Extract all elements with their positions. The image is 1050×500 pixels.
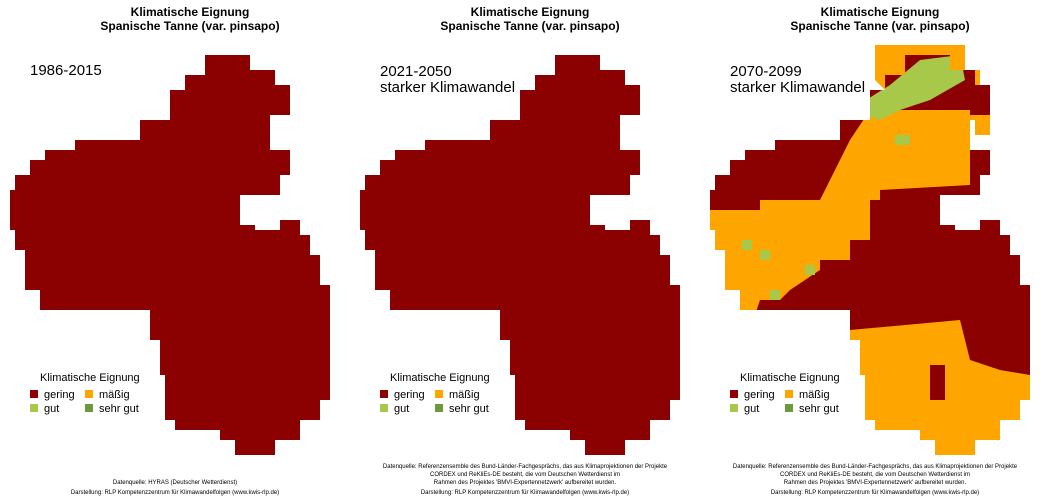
legend-swatch: [435, 404, 443, 412]
source-note: CORDEX und ReKliEs-DE besteht, die vom D…: [430, 472, 620, 478]
source-note: Datenquelle: Referenzensemble des Bund-L…: [733, 464, 1018, 470]
source-note: Datenquelle: HYRAS (Deutscher Wetterdien…: [113, 480, 237, 486]
period-label: starker Klimawandel: [730, 79, 865, 96]
source-note: Darstellung: RLP Kompetenzzentrum für Kl…: [71, 490, 279, 496]
period-label: 2070-2099: [730, 63, 802, 80]
legend-swatch: [785, 390, 793, 398]
source-note: Rahmen des Projektes 'BMVI-Expertennetzw…: [434, 480, 617, 486]
panel-title: Spanische Tanne (var. pinsapo): [100, 19, 279, 33]
panel-title: Klimatische Eignung: [131, 5, 250, 19]
legend-swatch: [30, 404, 38, 412]
legend-swatch: [730, 390, 738, 398]
legend-label: sehr gut: [449, 403, 489, 415]
legend-swatch: [435, 390, 443, 398]
source-note: Datenquelle: Referenzensemble des Bund-L…: [383, 464, 668, 470]
source-note: Rahmen des Projektes 'BMVI-Expertennetzw…: [784, 480, 967, 486]
period-label: starker Klimawandel: [380, 79, 515, 96]
legend-swatch: [85, 390, 93, 398]
legend-swatch: [30, 390, 38, 398]
period-label: 1986-2015: [30, 62, 102, 79]
legend-label: sehr gut: [99, 403, 139, 415]
legend-label: gut: [44, 403, 59, 415]
legend-title: Klimatische Eignung: [390, 372, 490, 384]
legend-swatch: [85, 404, 93, 412]
legend-label: gut: [744, 403, 759, 415]
panel-title: Spanische Tanne (var. pinsapo): [440, 19, 619, 33]
legend-label: gering: [44, 389, 75, 401]
legend-swatch: [380, 390, 388, 398]
legend-swatch: [785, 404, 793, 412]
panel-title: Spanische Tanne (var. pinsapo): [790, 19, 969, 33]
legend-label: gering: [394, 389, 425, 401]
legend-label: gut: [394, 403, 409, 415]
legend-label: sehr gut: [799, 403, 839, 415]
legend-title: Klimatische Eignung: [740, 372, 840, 384]
panel-title: Klimatische Eignung: [821, 5, 940, 19]
legend-label: mäßig: [799, 389, 830, 401]
legend-swatch: [380, 404, 388, 412]
legend-swatch: [730, 404, 738, 412]
period-label: 2021-2050: [380, 63, 452, 80]
legend-label: mäßig: [99, 389, 130, 401]
panel-title: Klimatische Eignung: [471, 5, 590, 19]
source-note: CORDEX und ReKliEs-DE besteht, die vom D…: [780, 472, 970, 478]
legend-label: mäßig: [449, 389, 480, 401]
source-note: Darstellung: RLP Kompetenzzentrum für Kl…: [771, 490, 979, 496]
legend-title: Klimatische Eignung: [40, 372, 140, 384]
source-note: Darstellung: RLP Kompetenzzentrum für Kl…: [421, 490, 629, 496]
map-2070: [710, 45, 1030, 455]
legend-label: gering: [744, 389, 775, 401]
